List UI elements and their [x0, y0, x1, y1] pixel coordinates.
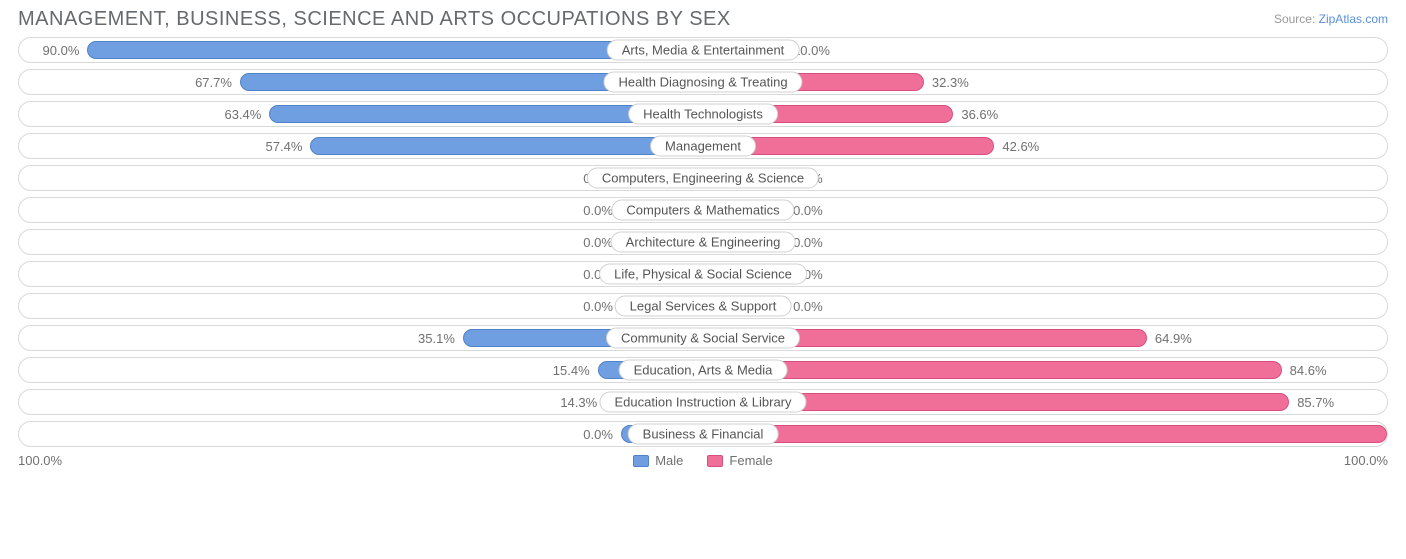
female-pct: 84.6%: [1290, 358, 1327, 382]
category-label: Education, Arts & Media: [619, 360, 788, 381]
category-label: Education Instruction & Library: [599, 392, 806, 413]
male-bar: [310, 137, 703, 155]
female-pct: 85.7%: [1297, 390, 1334, 414]
chart-rows: 90.0%10.0%Arts, Media & Entertainment 67.…: [18, 37, 1388, 447]
bar-row: 0.0% 0.0%Legal Services & Support: [18, 293, 1388, 319]
female-pct: 36.6%: [961, 102, 998, 126]
legend-item-female: Female: [707, 453, 772, 468]
chart-title: MANAGEMENT, BUSINESS, SCIENCE AND ARTS O…: [18, 8, 731, 31]
female-pct: 0.0%: [793, 230, 823, 254]
category-label: Management: [650, 136, 756, 157]
category-label: Computers, Engineering & Science: [587, 168, 819, 189]
chart-source: Source: ZipAtlas.com: [1274, 12, 1388, 26]
category-label: Life, Physical & Social Science: [599, 264, 807, 285]
bar-row: 63.4% 36.6% Health Technologists: [18, 101, 1388, 127]
male-pct: 63.4%: [224, 102, 261, 126]
male-pct: 57.4%: [266, 134, 303, 158]
female-pct: 0.0%: [793, 294, 823, 318]
legend-swatch-male: [633, 455, 649, 467]
chart-footer: 100.0% Male Female 100.0%: [18, 453, 1388, 468]
category-label: Arts, Media & Entertainment: [607, 40, 800, 61]
male-pct: 90.0%: [43, 38, 80, 62]
bar-row: 35.1% 64.9% Community & Social Service: [18, 325, 1388, 351]
category-label: Health Technologists: [628, 104, 778, 125]
female-pct: 64.9%: [1155, 326, 1192, 350]
male-pct: 0.0%: [583, 198, 613, 222]
female-bar: [703, 425, 1387, 443]
legend-item-male: Male: [633, 453, 683, 468]
bar-row: 15.4% 84.6% Education, Arts & Media: [18, 357, 1388, 383]
male-pct: 0.0%: [583, 230, 613, 254]
female-pct: 0.0%: [793, 198, 823, 222]
male-pct: 14.3%: [560, 390, 597, 414]
male-pct: 0.0%: [583, 422, 613, 446]
axis-right-label: 100.0%: [1344, 453, 1388, 468]
legend-label-male: Male: [655, 453, 683, 468]
category-label: Legal Services & Support: [615, 296, 792, 317]
source-link[interactable]: ZipAtlas.com: [1319, 12, 1388, 26]
bar-row: 90.0%10.0%Arts, Media & Entertainment: [18, 37, 1388, 63]
female-pct: 32.3%: [932, 70, 969, 94]
female-bar: [703, 361, 1282, 379]
bar-row: 0.0%0.0%Life, Physical & Social Science: [18, 261, 1388, 287]
source-prefix: Source:: [1274, 12, 1319, 26]
bar-row: 0.0%0.0%Computers, Engineering & Science: [18, 165, 1388, 191]
axis-left-label: 100.0%: [18, 453, 62, 468]
bar-row: 57.4% 42.6% Management: [18, 133, 1388, 159]
category-label: Business & Financial: [628, 424, 779, 445]
category-label: Computers & Mathematics: [611, 200, 794, 221]
legend-label-female: Female: [729, 453, 772, 468]
bar-row: 0.0%100.0%Business & Financial: [18, 421, 1388, 447]
category-label: Health Diagnosing & Treating: [603, 72, 802, 93]
bar-row: 0.0% 0.0%Computers & Mathematics: [18, 197, 1388, 223]
male-pct: 15.4%: [553, 358, 590, 382]
legend-swatch-female: [707, 455, 723, 467]
male-pct: 0.0%: [583, 294, 613, 318]
male-pct: 67.7%: [195, 70, 232, 94]
male-pct: 35.1%: [418, 326, 455, 350]
category-label: Architecture & Engineering: [611, 232, 796, 253]
category-label: Community & Social Service: [606, 328, 800, 349]
legend: Male Female: [633, 453, 773, 468]
female-pct: 42.6%: [1002, 134, 1039, 158]
bar-row: 0.0% 0.0%Architecture & Engineering: [18, 229, 1388, 255]
chart-header: MANAGEMENT, BUSINESS, SCIENCE AND ARTS O…: [18, 8, 1388, 31]
chart-container: MANAGEMENT, BUSINESS, SCIENCE AND ARTS O…: [0, 0, 1406, 478]
bar-row: 67.7% 32.3% Health Diagnosing & Treating: [18, 69, 1388, 95]
bar-row: 14.3% 85.7% Education Instruction & Librar…: [18, 389, 1388, 415]
